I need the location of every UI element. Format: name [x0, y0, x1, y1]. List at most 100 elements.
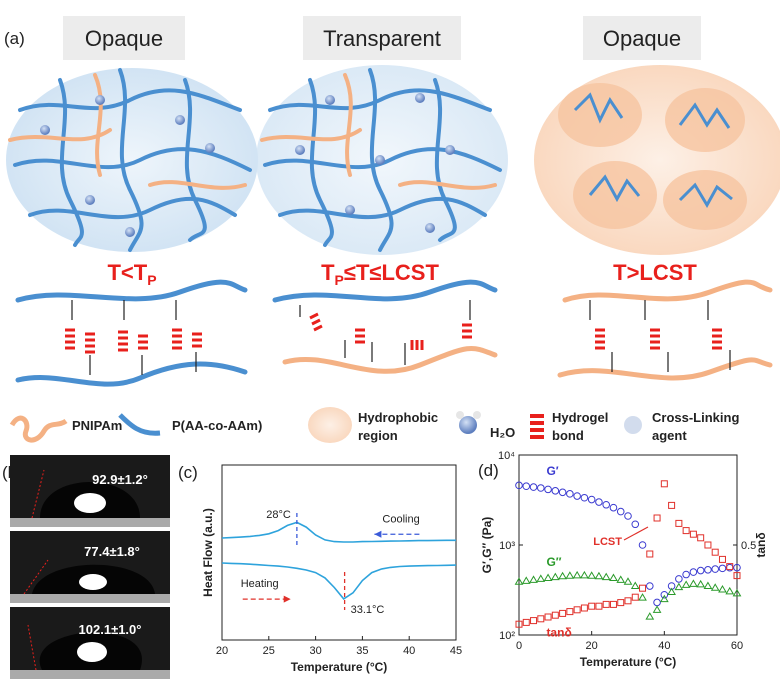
data-point: [660, 480, 668, 488]
data-point: [689, 579, 698, 587]
condition: T>LCST: [613, 260, 697, 285]
data-point: [659, 594, 669, 603]
condition-labels: T<TP TP≤T≤LCST T>LCST: [107, 260, 697, 288]
data-point: [558, 488, 567, 497]
gel-network: [6, 68, 258, 252]
series-label: Heating: [241, 578, 279, 590]
state-label: Opaque: [603, 26, 681, 51]
data-point: [617, 599, 625, 607]
hydrogen-bonds: [65, 312, 722, 354]
legend-swatch: [9, 415, 68, 443]
panel-label: (c): [178, 463, 198, 482]
y-tick-label: 10³: [499, 540, 515, 552]
panel-label: (a): [4, 29, 25, 48]
data-point: [675, 519, 683, 527]
data-point: [587, 495, 596, 504]
y-tick-label: 10²: [499, 630, 515, 642]
state-label: Opaque: [85, 26, 163, 51]
data-point: [609, 503, 618, 512]
data-point: [594, 571, 604, 580]
data-point: [602, 500, 611, 509]
arrow-head: [283, 595, 291, 603]
legend-swatch: [473, 411, 481, 419]
condition: T<TP: [107, 260, 156, 288]
data-point: [682, 527, 690, 535]
data-point: [696, 579, 706, 588]
data-point: [580, 604, 588, 612]
data-point: [514, 577, 524, 585]
data-point: [711, 565, 720, 573]
series-label: G′: [546, 464, 558, 478]
condition-subscript: P: [147, 272, 156, 288]
data-point: [551, 487, 560, 495]
chain-schematics: [15, 279, 773, 387]
data-point: [725, 586, 735, 595]
state-box: [63, 16, 185, 60]
panel-label: (d): [478, 461, 499, 480]
data-point: [529, 483, 538, 491]
data-point: [573, 606, 581, 614]
data-point: [689, 568, 698, 576]
data-point: [710, 583, 720, 591]
data-point: [559, 609, 567, 617]
x-tick-label: 40: [658, 640, 670, 652]
y-axis-label: Heat Flow (a.u.): [201, 508, 215, 597]
y-axis-label: G′,G″ (Pa): [480, 517, 494, 574]
data-point: [645, 612, 655, 620]
legend-swatch: [118, 413, 161, 436]
state-box: [583, 16, 701, 60]
arrow-head: [374, 530, 382, 538]
data-point: [580, 493, 589, 502]
data-point: [718, 585, 727, 593]
state-label: Transparent: [323, 26, 441, 51]
legend-label: Hydrogel: [552, 410, 608, 425]
x-tick-label: 60: [731, 640, 743, 652]
data-point: [733, 572, 741, 580]
data-point: [537, 615, 545, 623]
data-point: [638, 593, 647, 601]
data-point: [566, 608, 574, 616]
condition-text: T: [321, 260, 335, 285]
data-point: [718, 555, 726, 563]
polymer-chains: [8, 68, 502, 252]
data-point: [631, 593, 639, 601]
legend-swatch: [456, 411, 464, 419]
data-point: [697, 534, 705, 542]
legend-swatch: [530, 414, 544, 439]
x-axis-label: Temperature (°C): [291, 660, 388, 674]
side-groups: [71, 300, 731, 375]
legend-swatch: [308, 407, 352, 443]
condition-subscript: P: [335, 272, 344, 288]
data-point: [675, 575, 683, 583]
data-point: [529, 575, 538, 583]
data-point: [530, 617, 538, 625]
data-point: [704, 541, 712, 549]
x-tick-label: 20: [216, 645, 228, 657]
data-point: [718, 564, 727, 573]
data-point: [609, 573, 618, 581]
data-point: [682, 570, 690, 579]
data-point: [696, 566, 705, 575]
data-point: [689, 530, 697, 538]
legend-label: Cross-Linking: [652, 410, 739, 425]
legend-label: Hydrophobic: [358, 410, 438, 425]
data-point: [639, 584, 647, 592]
data-point: [646, 582, 654, 590]
condition-text: ≤T≤LCST: [344, 260, 440, 285]
data-point: [652, 605, 662, 613]
data-point: [616, 507, 625, 516]
data-line: [221, 521, 456, 543]
data-point: [522, 618, 530, 626]
legend-label: P(AA-co-AAm): [172, 418, 262, 433]
legend-label: bond: [552, 428, 584, 443]
charts: (c) 20 25 30 35 40 45 Temperature (°C) Heat Flow…: [178, 450, 768, 674]
data-point: [565, 571, 575, 579]
data-point: [544, 613, 552, 621]
x-tick-label: 35: [356, 645, 368, 657]
data-point: [653, 514, 661, 522]
data-point: [566, 490, 574, 498]
data-point: [638, 541, 647, 549]
data-point: [674, 582, 684, 591]
